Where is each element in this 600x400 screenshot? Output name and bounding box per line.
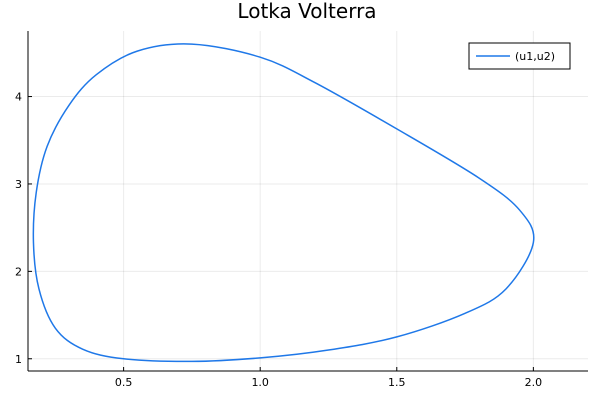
grid <box>28 31 588 371</box>
legend: (u1,u2) <box>468 42 571 70</box>
axes <box>27 31 588 372</box>
y-tick-label: 3 <box>15 178 22 191</box>
series-line-u1-u2 <box>32 43 535 363</box>
x-tick-label: 2.0 <box>525 376 543 389</box>
chart-title: Lotka Volterra <box>237 0 376 23</box>
legend-box <box>468 42 571 70</box>
x-tick-label: 1.0 <box>251 376 269 389</box>
x-tick-label: 0.5 <box>115 376 133 389</box>
legend-label: (u1,u2) <box>515 50 555 63</box>
y-tick-label: 2 <box>15 265 22 278</box>
y-tick-label: 4 <box>15 91 22 104</box>
x-tick-label: 1.5 <box>388 376 406 389</box>
series-layer <box>32 43 535 363</box>
y-tick-label: 1 <box>15 353 22 366</box>
ticks: 0.5 1.0 1.5 2.0 1 2 3 4 <box>15 91 542 389</box>
